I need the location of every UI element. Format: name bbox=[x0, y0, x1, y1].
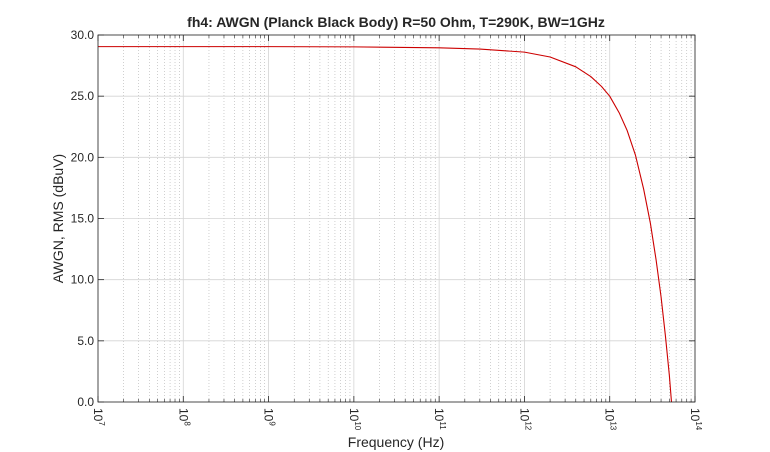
y-tick-labels: 0.0 5.0 10.0 15.0 20.0 25.0 30.0 bbox=[71, 28, 95, 409]
x-tick-label: 108 bbox=[176, 408, 191, 426]
x-axis-label: Frequency (Hz) bbox=[348, 434, 444, 450]
x-tick-label: 1014 bbox=[688, 408, 703, 431]
chart-title: fh4: AWGN (Planck Black Body) R=50 Ohm, … bbox=[187, 14, 605, 30]
x-tick-label: 1010 bbox=[347, 408, 362, 431]
series-layer bbox=[98, 46, 673, 403]
x-tick-label: 107 bbox=[91, 408, 106, 426]
x-tick-label: 1013 bbox=[603, 408, 618, 431]
y-tick-label: 5.0 bbox=[77, 334, 94, 348]
y-tick-label: 30.0 bbox=[71, 28, 95, 42]
x-tick-labels: 107 108 109 1010 1011 1012 1013 1014 bbox=[91, 408, 703, 431]
x-tick-label: 1011 bbox=[432, 408, 447, 430]
y-tick-label: 10.0 bbox=[71, 273, 95, 287]
y-tick-label: 15.0 bbox=[71, 212, 95, 226]
y-axis-label: AWGN, RMS (dBuV) bbox=[50, 154, 66, 283]
x-tick-label: 1012 bbox=[517, 408, 532, 431]
tick-marks bbox=[97, 34, 696, 403]
y-tick-label: 20.0 bbox=[71, 150, 95, 164]
y-tick-label: 25.0 bbox=[71, 89, 95, 103]
series-line bbox=[98, 46, 673, 403]
y-tick-label: 0.0 bbox=[77, 395, 94, 409]
x-tick-label: 109 bbox=[262, 408, 277, 426]
